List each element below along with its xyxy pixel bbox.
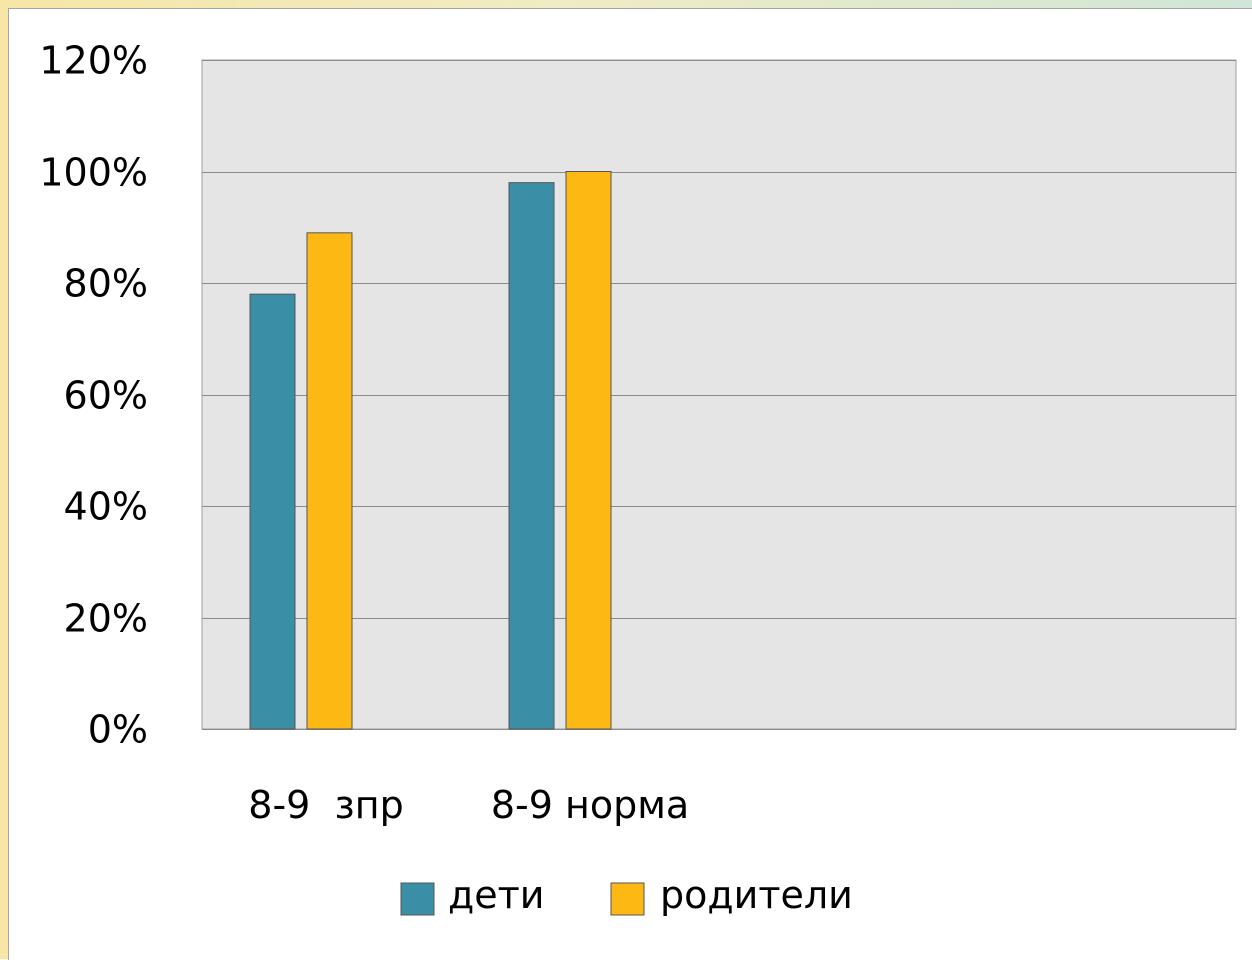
y-tick-label: 40% — [64, 485, 148, 529]
y-tick-label: 100% — [39, 151, 148, 195]
x-axis-category-labels: 8-9 зпр 8-9 норма — [248, 783, 689, 827]
bars — [249, 171, 612, 730]
x-category-label: 8-9 норма — [491, 783, 689, 827]
y-tick-label: 20% — [64, 597, 148, 641]
x-category-label: 8-9 зпр — [248, 783, 403, 827]
legend-swatch — [610, 882, 645, 916]
bar-deti-1 — [508, 182, 555, 730]
y-axis-tick-labels: 0% 20% 40% 60% 80% 100% 120% — [39, 39, 148, 752]
bar-roditeli-0 — [306, 232, 353, 730]
legend-label: родители — [660, 873, 853, 917]
bar-roditeli-1 — [565, 171, 612, 730]
legend: дети родители — [400, 873, 853, 917]
plot-area — [201, 59, 1237, 730]
y-tick-label: 60% — [64, 374, 148, 418]
y-tick-label: 120% — [39, 39, 148, 83]
legend-swatch — [400, 882, 435, 916]
bar-deti-0 — [249, 293, 296, 730]
gridlines — [202, 60, 1236, 730]
y-tick-label: 0% — [88, 708, 148, 752]
y-tick-label: 80% — [64, 262, 148, 306]
legend-label: дети — [448, 873, 544, 917]
